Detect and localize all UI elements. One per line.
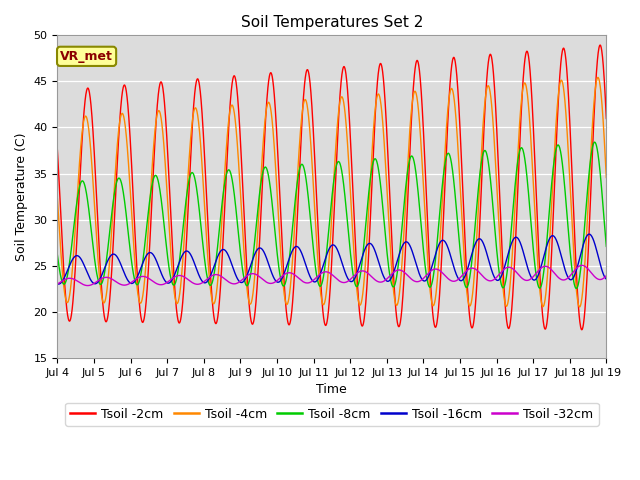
Tsoil -16cm <box>54 281 62 287</box>
Tsoil -32cm <box>207 274 214 279</box>
Tsoil -4cm <box>554 98 561 104</box>
Y-axis label: Soil Temperature (C): Soil Temperature (C) <box>15 132 28 261</box>
Tsoil -2cm <box>207 272 214 277</box>
Tsoil -8cm <box>207 283 214 288</box>
Tsoil -4cm <box>576 304 584 310</box>
Tsoil -4cm <box>207 287 214 292</box>
Tsoil -8cm <box>554 142 561 148</box>
Tsoil -2cm <box>596 42 604 48</box>
Tsoil -2cm <box>569 194 577 200</box>
Tsoil -2cm <box>554 108 561 114</box>
Tsoil -2cm <box>492 97 499 103</box>
Tsoil -8cm <box>602 243 610 249</box>
Line: Tsoil -2cm: Tsoil -2cm <box>58 45 606 330</box>
Tsoil -16cm <box>207 272 214 278</box>
Tsoil -2cm <box>54 147 61 153</box>
Tsoil -32cm <box>348 275 356 281</box>
Text: VR_met: VR_met <box>60 50 113 63</box>
Tsoil -16cm <box>586 231 593 237</box>
Title: Soil Temperatures Set 2: Soil Temperatures Set 2 <box>241 15 423 30</box>
Tsoil -2cm <box>578 327 586 333</box>
Tsoil -4cm <box>602 175 610 180</box>
Tsoil -32cm <box>54 281 61 287</box>
Tsoil -8cm <box>492 230 499 236</box>
Tsoil -8cm <box>569 274 577 280</box>
Tsoil -16cm <box>348 279 356 285</box>
Line: Tsoil -32cm: Tsoil -32cm <box>58 265 606 286</box>
Tsoil -4cm <box>492 155 499 160</box>
X-axis label: Time: Time <box>317 383 348 396</box>
Tsoil -32cm <box>492 276 499 281</box>
Tsoil -2cm <box>360 320 367 326</box>
Tsoil -8cm <box>591 139 598 145</box>
Tsoil -16cm <box>54 281 61 287</box>
Tsoil -8cm <box>54 252 61 258</box>
Tsoil -16cm <box>602 276 610 282</box>
Tsoil -4cm <box>594 74 602 80</box>
Tsoil -32cm <box>554 274 562 280</box>
Tsoil -32cm <box>84 283 92 288</box>
Tsoil -16cm <box>554 242 562 248</box>
Tsoil -4cm <box>54 196 61 202</box>
Tsoil -4cm <box>360 284 367 290</box>
Tsoil -4cm <box>348 210 355 216</box>
Line: Tsoil -16cm: Tsoil -16cm <box>58 234 606 284</box>
Tsoil -32cm <box>360 268 367 274</box>
Tsoil -8cm <box>348 260 355 266</box>
Tsoil -2cm <box>602 116 610 121</box>
Tsoil -8cm <box>360 245 367 251</box>
Line: Tsoil -4cm: Tsoil -4cm <box>58 77 606 307</box>
Legend: Tsoil -2cm, Tsoil -4cm, Tsoil -8cm, Tsoil -16cm, Tsoil -32cm: Tsoil -2cm, Tsoil -4cm, Tsoil -8cm, Tsoi… <box>65 403 598 426</box>
Tsoil -32cm <box>570 269 577 275</box>
Line: Tsoil -8cm: Tsoil -8cm <box>58 142 606 288</box>
Tsoil -8cm <box>572 286 580 291</box>
Tsoil -4cm <box>569 239 577 244</box>
Tsoil -16cm <box>570 275 577 281</box>
Tsoil -16cm <box>492 276 499 282</box>
Tsoil -16cm <box>360 249 367 255</box>
Tsoil -32cm <box>578 263 586 268</box>
Tsoil -2cm <box>348 159 355 165</box>
Tsoil -32cm <box>602 273 610 278</box>
